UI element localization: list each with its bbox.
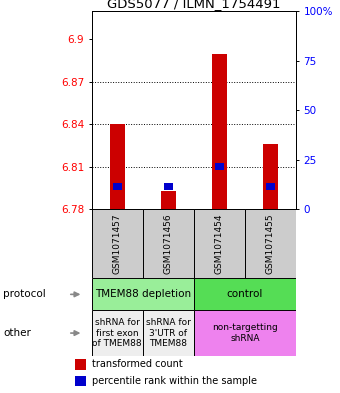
Text: GSM1071457: GSM1071457 — [113, 213, 122, 274]
Text: protocol: protocol — [3, 289, 46, 299]
Title: GDS5077 / ILMN_1754491: GDS5077 / ILMN_1754491 — [107, 0, 280, 10]
Text: GSM1071456: GSM1071456 — [164, 213, 173, 274]
Text: shRNA for
first exon
of TMEM88: shRNA for first exon of TMEM88 — [92, 318, 142, 348]
Bar — [211, 53, 227, 209]
Text: control: control — [227, 289, 263, 299]
Bar — [194, 278, 296, 310]
Bar — [194, 209, 245, 278]
Text: other: other — [3, 328, 31, 338]
Text: transformed count: transformed count — [92, 359, 183, 369]
Bar — [161, 191, 176, 209]
Text: percentile rank within the sample: percentile rank within the sample — [92, 376, 257, 386]
Bar — [92, 278, 194, 310]
Bar — [143, 209, 194, 278]
Bar — [164, 183, 172, 190]
Bar — [194, 310, 296, 356]
Bar — [75, 359, 86, 370]
Bar — [245, 209, 296, 278]
Bar — [266, 183, 274, 190]
Text: GSM1071454: GSM1071454 — [215, 214, 224, 274]
Bar — [143, 310, 194, 356]
Text: shRNA for
3'UTR of
TMEM88: shRNA for 3'UTR of TMEM88 — [146, 318, 191, 348]
Bar — [215, 163, 223, 171]
Bar — [75, 376, 86, 386]
Bar — [113, 183, 121, 190]
Bar — [109, 125, 125, 209]
Bar — [92, 310, 143, 356]
Text: GSM1071455: GSM1071455 — [266, 213, 275, 274]
Text: TMEM88 depletion: TMEM88 depletion — [95, 289, 191, 299]
Bar — [92, 209, 143, 278]
Text: non-targetting
shRNA: non-targetting shRNA — [212, 323, 278, 343]
Bar — [262, 144, 278, 209]
